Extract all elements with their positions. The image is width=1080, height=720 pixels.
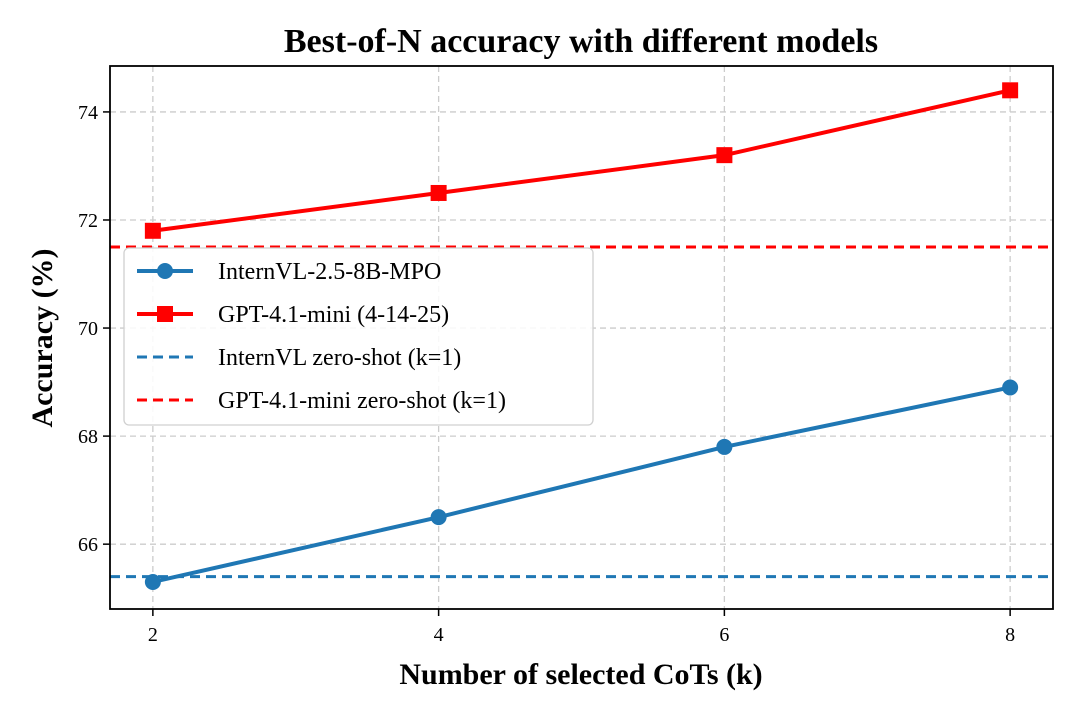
data-point — [1002, 379, 1019, 396]
x-axis-label: Number of selected CoTs (k) — [399, 658, 762, 691]
y-tick-label: 68 — [78, 426, 98, 448]
data-point — [430, 509, 447, 526]
data-point — [1002, 82, 1019, 99]
series-line-0 — [152, 385, 1011, 584]
y-tick-label: 70 — [78, 318, 98, 340]
data-point — [716, 438, 733, 455]
legend-marker-gpt — [157, 306, 173, 322]
data-point — [144, 573, 161, 590]
reference-lines — [110, 245, 1053, 579]
y-tick-label: 74 — [78, 102, 98, 124]
legend-label-gpt-zeroshot: GPT-4.1-mini zero-shot (k=1) — [218, 388, 506, 414]
data-point — [430, 184, 447, 201]
x-tick-label: 4 — [434, 624, 444, 646]
legend-label-internvl: InternVL-2.5-8B-MPO — [218, 259, 441, 285]
legend: InternVL-2.5-8B-MPO GPT-4.1-mini (4-14-2… — [123, 247, 594, 426]
legend-box — [123, 247, 594, 426]
legend-label-gpt: GPT-4.1-mini (4-14-25) — [218, 302, 449, 328]
chart-title: Best-of-N accuracy with different models — [284, 23, 878, 60]
legend-marker-internvl — [157, 263, 173, 279]
x-tick-label: 8 — [1005, 624, 1015, 646]
y-tick-label: 66 — [78, 534, 98, 556]
y-tick-label: 72 — [78, 210, 98, 232]
data-point — [716, 147, 733, 164]
plot-frame — [109, 65, 1054, 610]
legend-label-internvl-zeroshot: InternVL zero-shot (k=1) — [218, 345, 461, 371]
x-tick-label: 2 — [148, 624, 158, 646]
series-line-1 — [152, 88, 1011, 233]
y-axis-label: Accuracy (%) — [26, 248, 59, 427]
data-point — [144, 222, 161, 239]
x-tick-label: 6 — [719, 624, 729, 646]
series — [144, 82, 1019, 590]
